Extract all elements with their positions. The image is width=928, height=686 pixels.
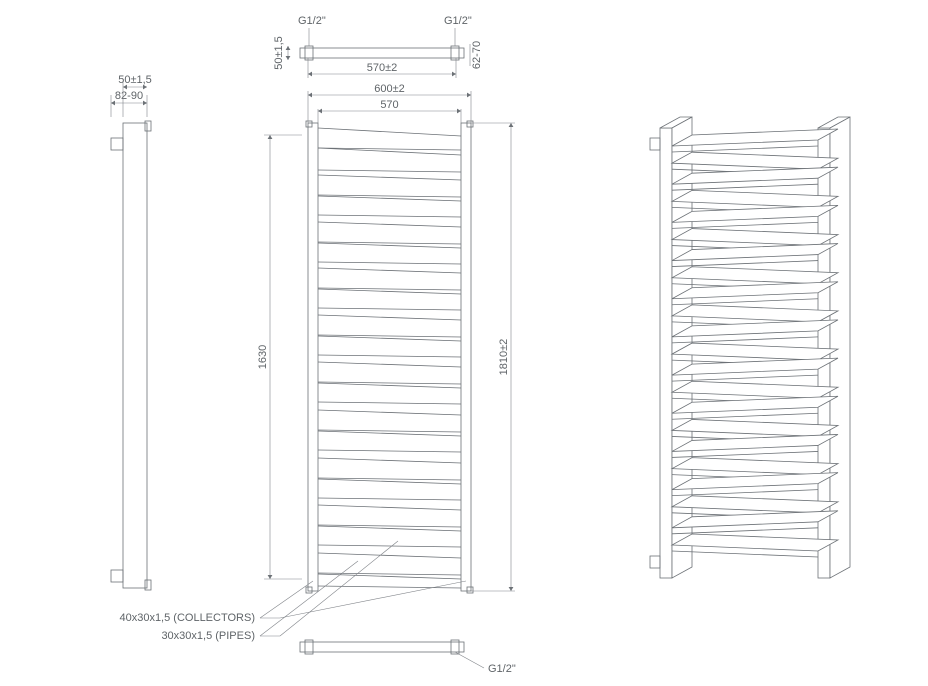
label-side-depth: 50±1,5: [118, 74, 152, 86]
label-pipes-spec: 30x30x1,5 (PIPES): [161, 630, 255, 642]
label-top-height: 50±1,5: [273, 36, 285, 70]
label-height-inner: 1630: [257, 345, 269, 369]
svg-text:570±2: 570±2: [367, 62, 398, 74]
label-side-clearance: 82-90: [115, 90, 143, 102]
label-width-inner: 570: [380, 99, 398, 111]
label-g12-bottom: G1/2": [488, 663, 516, 675]
label-width-outer: 600±2: [374, 83, 405, 95]
label-top-clearance: 62-70: [471, 41, 483, 69]
technical-drawing: G1/2" G1/2" 570±2 50±1,5 62-70 82-90 50±1,5 600…: [0, 0, 928, 686]
label-g12-top-left: G1/2": [298, 15, 326, 27]
label-height-outer: 1810±2: [498, 339, 510, 376]
label-collectors-spec: 40x30x1,5 (COLLECTORS): [119, 612, 255, 624]
drawing-canvas: G1/2" G1/2" 570±2 50±1,5 62-70 82-90 50±1,5 600…: [0, 0, 928, 686]
label-g12-top-right: G1/2": [444, 15, 472, 27]
